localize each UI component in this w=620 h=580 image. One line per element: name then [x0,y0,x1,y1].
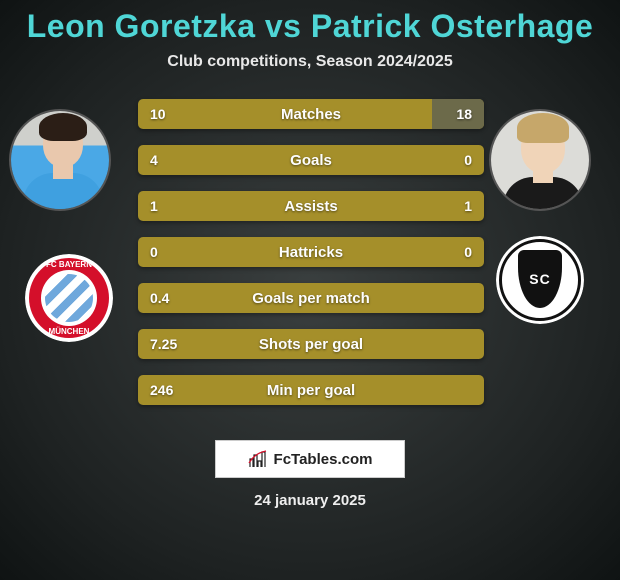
stat-row: 0.4Goals per match [138,283,484,313]
player-left-portrait [9,109,111,211]
stat-value-right: 1 [464,191,472,221]
brand-text: FcTables.com [274,451,373,468]
stat-label: Min per goal [138,375,484,405]
club-badge-right: SC [496,236,584,324]
stat-value-right: 0 [464,237,472,267]
stat-label: Matches [138,99,484,129]
brand-box: FcTables.com [215,440,405,478]
stat-value-right: 0 [464,145,472,175]
portrait-bg [11,111,109,209]
stat-row: 4Goals0 [138,145,484,175]
club-badge-left: FC BAYERN MÜNCHEN [25,254,113,342]
stat-row: 246Min per goal [138,375,484,405]
comparison-card: Leon Goretzka vs Patrick Osterhage Club … [0,0,620,580]
page-title: Leon Goretzka vs Patrick Osterhage [0,8,620,45]
stat-row: 7.25Shots per goal [138,329,484,359]
stat-row: 0Hattricks0 [138,237,484,267]
sc-freiburg-badge-icon: SC [496,236,584,324]
player-right-name: Patrick Osterhage [311,8,593,44]
bayern-badge-icon: FC BAYERN MÜNCHEN [25,254,113,342]
stat-label: Hattricks [138,237,484,267]
stat-bars: 10Matches184Goals01Assists10Hattricks00.… [138,99,484,421]
stat-value-right: 18 [456,99,472,129]
player-right-portrait [489,109,591,211]
stat-label: Assists [138,191,484,221]
footer: FcTables.com 24 january 2025 [0,440,620,509]
stat-label: Goals per match [138,283,484,313]
subtitle: Club competitions, Season 2024/2025 [0,53,620,71]
stat-row: 10Matches18 [138,99,484,129]
player-left-name: Leon Goretzka [27,8,256,44]
vs-separator: vs [255,8,310,44]
date-text: 24 january 2025 [254,492,366,509]
badge-text-bottom: MÜNCHEN [25,327,113,336]
stat-label: Shots per goal [138,329,484,359]
badge-text: SC [529,271,550,287]
comparison-arena: FC BAYERN MÜNCHEN SC 10Matches184Goals01… [0,99,620,429]
portrait-bg [491,111,589,209]
badge-text-top: FC BAYERN [25,260,113,269]
fctables-logo-icon [248,449,268,469]
stat-row: 1Assists1 [138,191,484,221]
stat-label: Goals [138,145,484,175]
